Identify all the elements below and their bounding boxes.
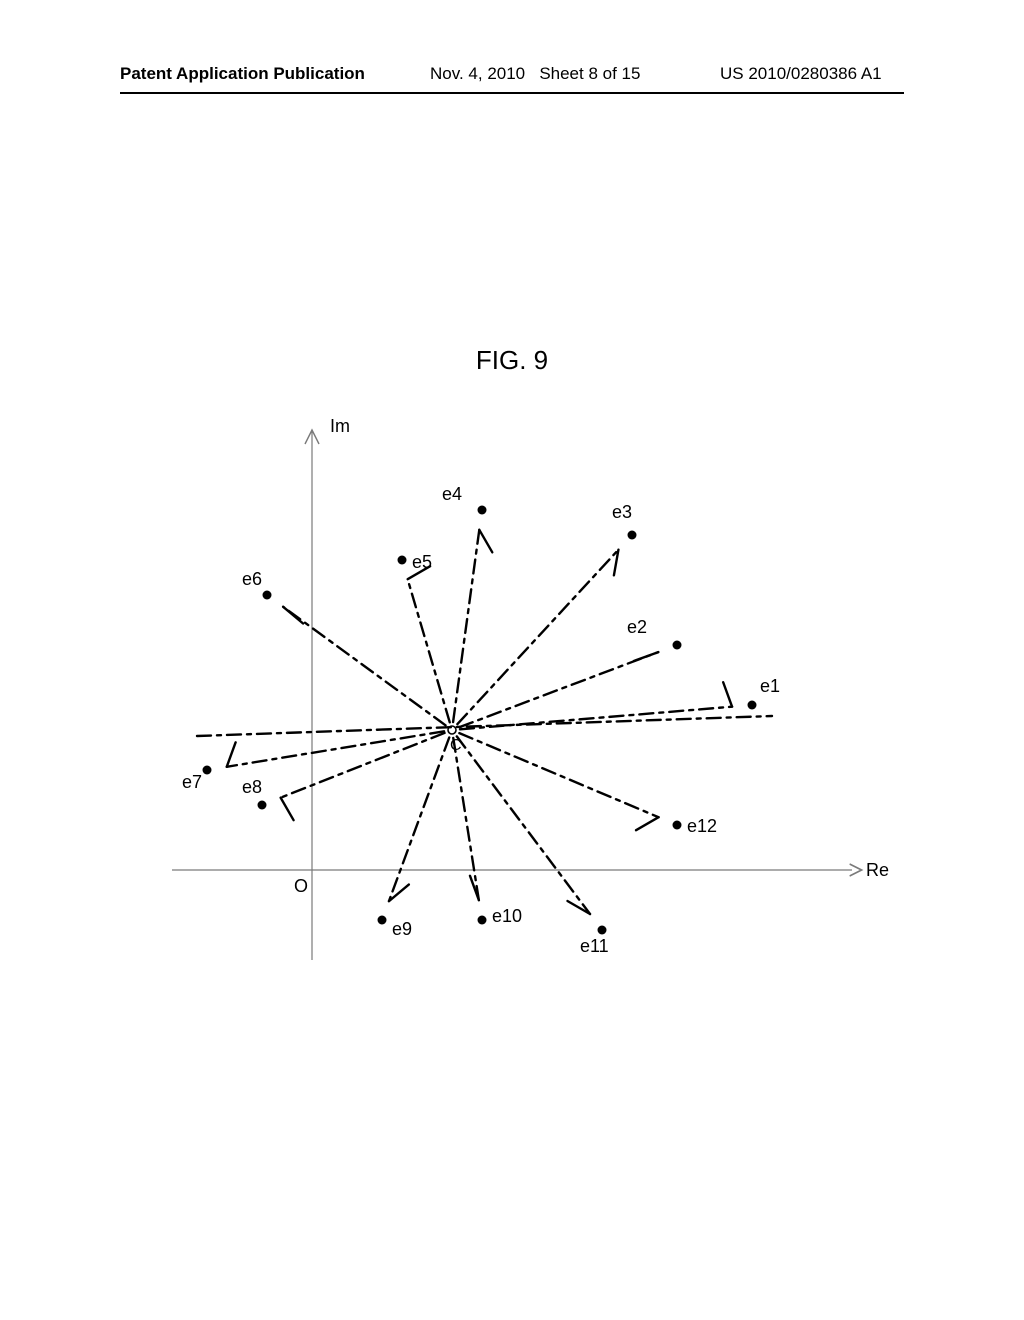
ray-e12: [459, 733, 658, 817]
horizontal-chord: [197, 716, 772, 736]
point-e8: [258, 801, 267, 810]
point-e12: [673, 821, 682, 830]
point-e5: [398, 556, 407, 565]
label-e3: e3: [612, 502, 632, 522]
point-e7: [203, 766, 212, 775]
hook-e7: [227, 742, 236, 766]
figure-title: FIG. 9: [0, 345, 1024, 376]
hook-e6: [283, 607, 303, 624]
hook-e8: [281, 798, 294, 821]
point-e2: [673, 641, 682, 650]
point-e1: [748, 701, 757, 710]
label-e7: e7: [182, 772, 202, 792]
point-e9: [378, 916, 387, 925]
hook-e12: [636, 817, 659, 830]
vector-diagram: ImReOCe1e2e3e4e5e6e7e8e9e10e11e12: [112, 400, 912, 1000]
point-e11: [598, 926, 607, 935]
point-e10: [478, 916, 487, 925]
ray-e8: [281, 733, 445, 798]
label-e12: e12: [687, 816, 717, 836]
label-e2: e2: [627, 617, 647, 637]
label-e9: e9: [392, 919, 412, 939]
point-e4: [478, 506, 487, 515]
header-publication-type: Patent Application Publication: [120, 64, 365, 84]
hook-e2: [634, 652, 658, 661]
label-e11: e11: [580, 936, 609, 956]
header-date: Nov. 4, 2010: [430, 64, 525, 83]
hook-e1: [723, 682, 732, 706]
point-e3: [628, 531, 637, 540]
hook-e4: [479, 530, 492, 553]
label-e5: e5: [412, 552, 432, 572]
point-e6: [263, 591, 272, 600]
origin-label: O: [294, 876, 308, 896]
header-date-sheet: Nov. 4, 2010 Sheet 8 of 15: [430, 64, 640, 84]
ray-e4: [453, 530, 479, 722]
label-e1: e1: [760, 676, 780, 696]
header-pubno: US 2010/0280386 A1: [720, 64, 882, 84]
header-sheet: Sheet 8 of 15: [539, 64, 640, 83]
im-axis-label: Im: [330, 416, 350, 436]
page: Patent Application Publication Nov. 4, 2…: [0, 0, 1024, 1320]
label-e8: e8: [242, 777, 262, 797]
label-e10: e10: [492, 906, 522, 926]
label-e6: e6: [242, 569, 262, 589]
header-rule: [120, 92, 904, 94]
ray-e7: [227, 731, 444, 766]
ray-e9: [389, 738, 449, 902]
re-axis-label: Re: [866, 860, 889, 880]
hook-e9: [389, 885, 409, 902]
label-e4: e4: [442, 484, 462, 504]
